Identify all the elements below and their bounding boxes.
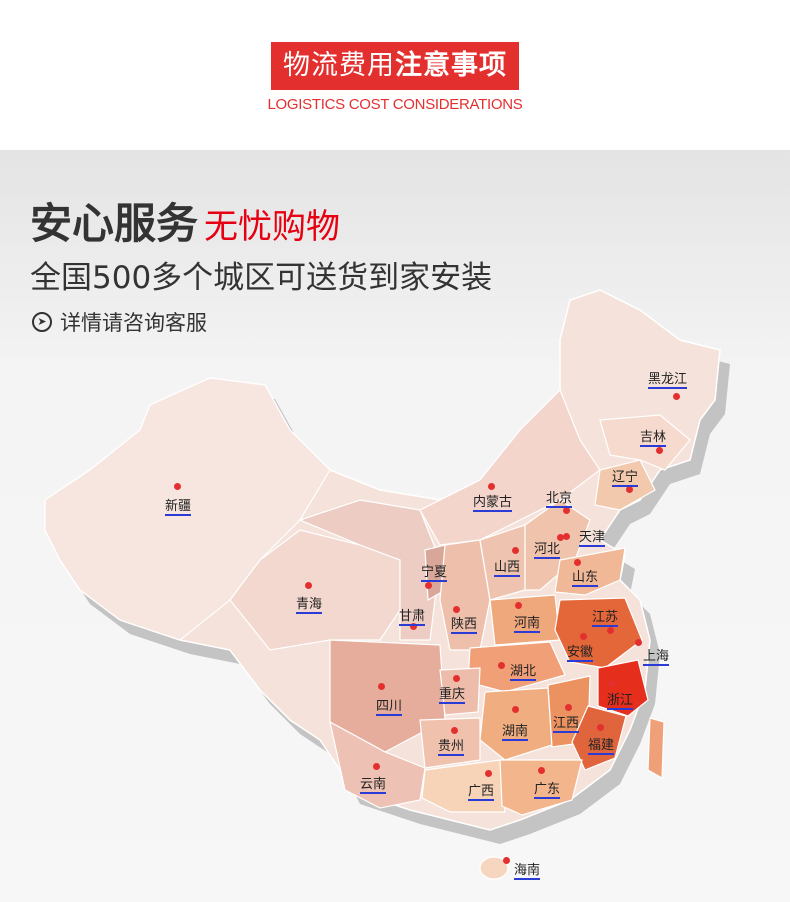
province-marker — [607, 627, 614, 634]
province-marker — [498, 662, 505, 669]
province-label[interactable]: 天津 — [579, 530, 606, 547]
province-marker — [488, 483, 495, 490]
province-label[interactable]: 贵州 — [438, 739, 465, 756]
region-guizhou — [419, 717, 481, 769]
province-label[interactable]: 四川 — [376, 699, 403, 716]
header-subtitle: LOGISTICS COST CONSIDERATIONS — [267, 96, 523, 113]
province-marker — [378, 683, 385, 690]
province-marker — [485, 770, 492, 777]
region-guangdong — [499, 759, 583, 816]
province-label[interactable]: 江西 — [553, 716, 580, 733]
province-label[interactable]: 宁夏 — [421, 565, 448, 582]
province-label[interactable]: 浙江 — [607, 693, 634, 710]
province-label[interactable]: 山西 — [494, 560, 521, 577]
province-marker — [512, 547, 519, 554]
province-marker — [563, 533, 570, 540]
province-marker — [580, 633, 587, 640]
province-marker — [597, 724, 604, 731]
contact-service-link[interactable]: ➤ 详情请咨询客服 — [32, 307, 207, 337]
region-shandong — [554, 547, 626, 596]
province-label[interactable]: 湖南 — [502, 724, 529, 741]
province-marker — [174, 483, 181, 490]
region-hainan — [479, 856, 509, 880]
province-label[interactable]: 山东 — [572, 570, 599, 587]
circle-chevron-right-icon: ➤ — [32, 312, 52, 332]
header-section: 物流费用注意事项 LOGISTICS COST CONSIDERATIONS — [0, 0, 790, 150]
header-title-bold: 注意事项 — [395, 50, 507, 81]
province-marker — [515, 602, 522, 609]
province-marker — [565, 704, 572, 711]
province-marker — [453, 675, 460, 682]
province-marker — [538, 767, 545, 774]
province-label[interactable]: 海南 — [514, 863, 541, 880]
province-marker — [373, 763, 380, 770]
province-label[interactable]: 青海 — [296, 597, 323, 614]
region-taiwan — [647, 717, 665, 780]
province-shapes — [44, 377, 691, 880]
hero-title-main: 安心服务 — [30, 199, 199, 248]
province-marker — [451, 727, 458, 734]
province-label[interactable]: 北京 — [546, 491, 573, 508]
province-marker — [608, 680, 615, 687]
province-label[interactable]: 辽宁 — [612, 470, 639, 487]
province-label[interactable]: 广东 — [534, 782, 561, 799]
header-title-badge: 物流费用注意事项 — [271, 42, 519, 90]
province-marker — [656, 447, 663, 454]
hero-title: 安心服务 无忧购物 — [30, 190, 340, 251]
header-title-normal: 物流费用 — [283, 50, 395, 81]
province-label[interactable]: 重庆 — [439, 687, 466, 704]
province-label[interactable]: 福建 — [588, 738, 615, 755]
province-marker — [626, 486, 633, 493]
province-marker — [574, 559, 581, 566]
region-hunan — [479, 687, 553, 761]
province-label[interactable]: 上海 — [643, 649, 670, 666]
province-label[interactable]: 陕西 — [451, 617, 478, 634]
province-marker — [453, 606, 460, 613]
province-marker — [557, 534, 564, 541]
province-label[interactable]: 河北 — [534, 542, 561, 559]
province-marker — [635, 639, 642, 646]
contact-service-label: 详情请咨询客服 — [60, 311, 207, 335]
province-label[interactable]: 安徽 — [567, 645, 594, 662]
province-marker — [503, 857, 510, 864]
province-label[interactable]: 湖北 — [510, 664, 537, 681]
region-zhejiang — [597, 659, 649, 717]
province-label[interactable]: 云南 — [360, 777, 387, 794]
province-marker — [305, 582, 312, 589]
province-marker — [673, 393, 680, 400]
province-label[interactable]: 河南 — [514, 616, 541, 633]
hero-title-red: 无忧购物 — [204, 207, 341, 247]
province-label[interactable]: 内蒙古 — [473, 495, 513, 512]
province-label[interactable]: 甘肃 — [399, 609, 426, 626]
province-label[interactable]: 吉林 — [640, 430, 667, 447]
region-jilin — [599, 414, 691, 471]
hero-subtitle: 全国500多个城区可送货到家安装 — [30, 260, 493, 296]
province-marker — [410, 623, 417, 630]
region-sichuan — [329, 639, 446, 753]
province-label[interactable]: 黑龙江 — [648, 372, 688, 389]
province-marker — [512, 706, 519, 713]
province-marker — [425, 582, 432, 589]
province-label[interactable]: 广西 — [468, 784, 495, 801]
province-marker — [563, 507, 570, 514]
province-label[interactable]: 新疆 — [165, 499, 192, 516]
province-label[interactable]: 江苏 — [592, 610, 619, 627]
region-gansu — [298, 499, 441, 641]
